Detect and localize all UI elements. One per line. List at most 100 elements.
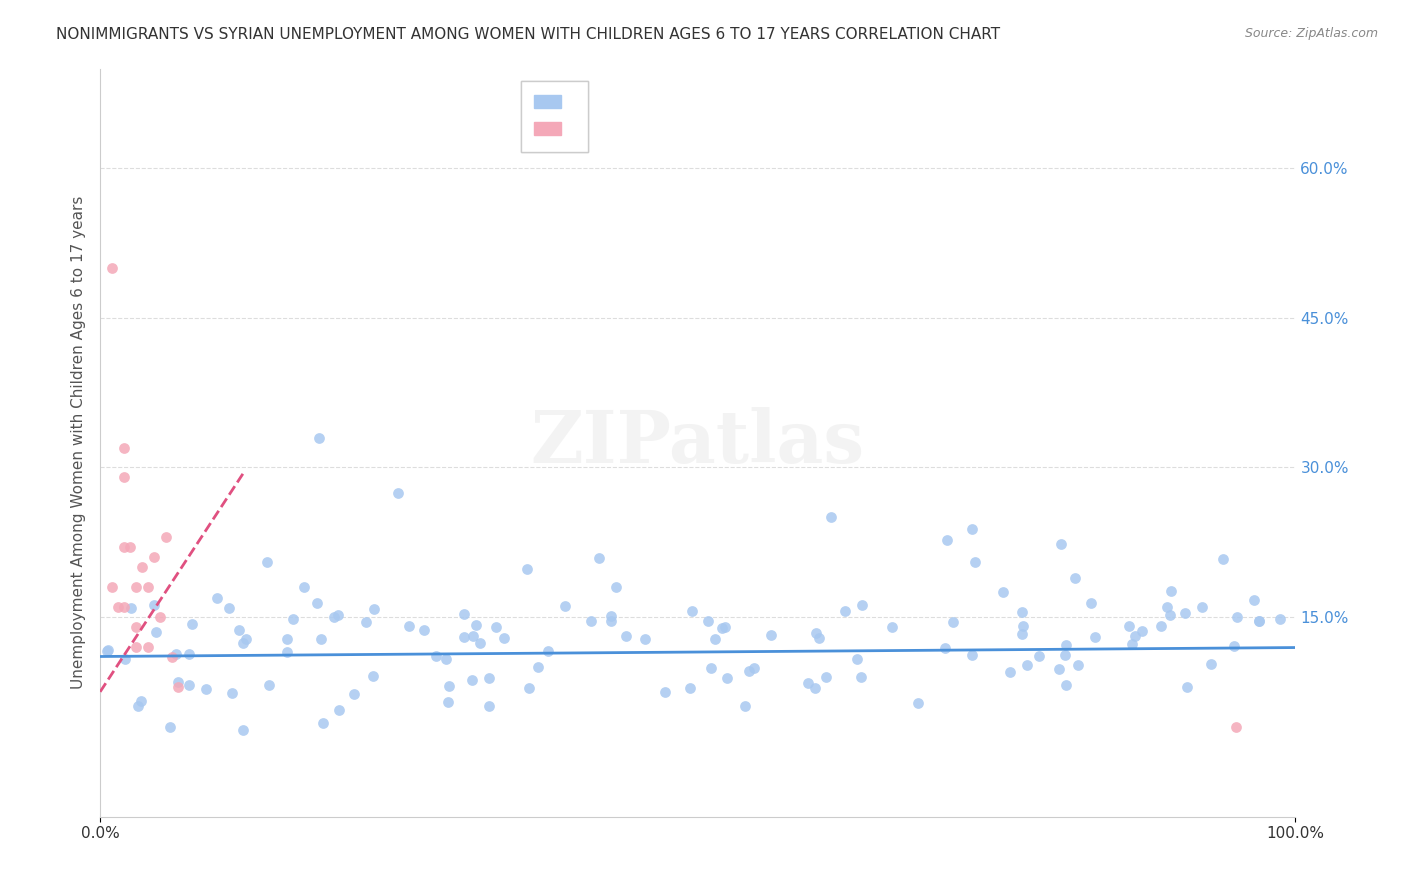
Point [1160,583,1182,598]
Point [849,670,872,684]
Point [614,629,637,643]
Point [125,640,148,654]
Point [1011,627,1033,641]
Point [101,580,124,594]
Point [166,680,188,694]
Point [1084,630,1107,644]
Point [1118,619,1140,633]
Point [554,599,576,613]
Point [142,550,165,565]
Point [112,470,135,484]
Point [1159,608,1181,623]
Point [194,682,217,697]
Point [1174,607,1197,621]
Point [165,647,187,661]
Point [127,699,149,714]
Point [681,604,703,618]
Point [1049,536,1071,550]
Point [1249,614,1271,628]
Point [703,632,725,646]
Point [363,602,385,616]
Point [131,560,153,574]
Point [1156,599,1178,614]
Point [654,685,676,699]
Point [387,486,409,500]
Point [179,647,201,661]
Point [880,620,903,634]
Point [797,675,820,690]
Point [181,617,204,632]
Point [1015,658,1038,673]
Point [328,703,350,717]
Point [537,644,560,658]
Y-axis label: Unemployment Among Women with Children Ages 6 to 17 years: Unemployment Among Women with Children A… [72,196,86,690]
Point [634,632,657,646]
Point [834,604,856,618]
Point [453,630,475,644]
Point [820,510,842,524]
Point [125,620,148,634]
Point [485,619,508,633]
Point [697,615,720,629]
Point [1175,680,1198,694]
Point [413,623,436,637]
Point [734,698,756,713]
Text: NONIMMIGRANTS VS SYRIAN UNEMPLOYMENT AMONG WOMEN WITH CHILDREN AGES 6 TO 17 YEAR: NONIMMIGRANTS VS SYRIAN UNEMPLOYMENT AMO… [56,27,1000,42]
Point [118,541,141,555]
Point [205,591,228,605]
Point [361,669,384,683]
Text: ZIPatlas: ZIPatlas [530,407,865,478]
Point [125,580,148,594]
Point [1212,552,1234,566]
Point [1225,720,1247,734]
Point [516,562,538,576]
Point [112,541,135,555]
Point [398,619,420,633]
Point [759,628,782,642]
Point [464,618,486,632]
Text: Source: ZipAtlas.com: Source: ZipAtlas.com [1244,27,1378,40]
Point [478,671,501,685]
Point [292,580,315,594]
Point [461,673,484,687]
Point [232,636,254,650]
Point [1080,596,1102,610]
Point [1149,619,1171,633]
Point [1054,638,1077,652]
Point [807,631,830,645]
Point [354,615,377,630]
Point [228,624,250,638]
Point [1011,605,1033,619]
Point [257,678,280,692]
Point [1047,662,1070,676]
Point [307,596,329,610]
Point [461,629,484,643]
Point [149,610,172,624]
Point [935,533,957,547]
Point [517,681,540,695]
Point [323,609,346,624]
Point [235,632,257,647]
Point [97,643,120,657]
Point [492,631,515,645]
Point [907,696,929,710]
Point [588,551,610,566]
Point [232,723,254,738]
Point [425,649,447,664]
Point [579,614,602,628]
Point [1054,648,1077,662]
Point [1191,600,1213,615]
Point [120,601,142,615]
Point [1012,618,1035,632]
Point [308,431,330,445]
Point [960,522,983,536]
Point [851,598,873,612]
Point [1243,593,1265,607]
Point [143,598,166,612]
Point [276,645,298,659]
Point [167,675,190,690]
Point [281,611,304,625]
Point [221,686,243,700]
Point [101,260,124,275]
Point [343,687,366,701]
